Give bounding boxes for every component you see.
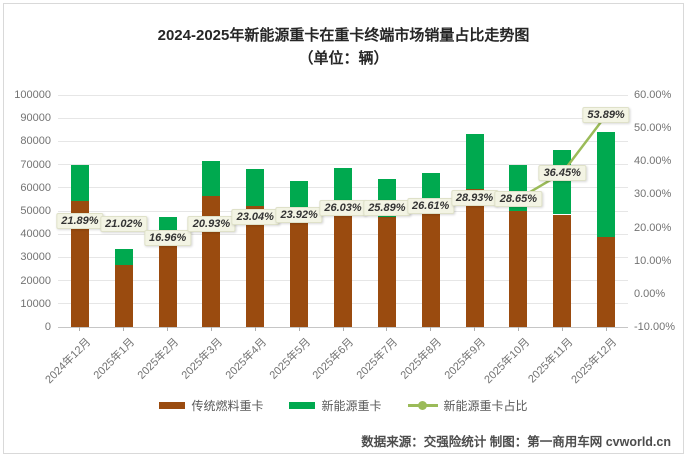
share-data-label: 36.45% xyxy=(538,165,586,182)
bar-traditional-segment xyxy=(70,200,89,327)
y-axis-label-right: 10.00% xyxy=(634,254,672,267)
legend-label-traditional: 传统燃料重卡 xyxy=(191,399,264,413)
y-axis-label-left: 30000 xyxy=(20,251,51,264)
x-axis-tick xyxy=(254,327,256,331)
share-data-label: 16.96% xyxy=(143,229,192,246)
bar-traditional-segment xyxy=(509,211,528,327)
bar-new-energy-segment xyxy=(465,133,484,190)
gridline xyxy=(58,164,628,166)
share-data-label: 53.89% xyxy=(582,107,630,124)
share-data-label: 26.61% xyxy=(407,197,455,214)
bar-new-energy-segment xyxy=(70,165,89,201)
bar-traditional-segment xyxy=(597,237,616,327)
y-axis-label-left: 0 xyxy=(44,321,51,333)
x-axis-tick xyxy=(386,327,388,331)
share-data-label: 28.65% xyxy=(494,190,543,207)
x-axis-tick xyxy=(605,327,607,331)
share-data-label: 21.02% xyxy=(100,216,148,233)
bar-traditional-segment xyxy=(553,214,572,327)
share-data-label: 28.93% xyxy=(450,189,499,206)
x-axis-tick xyxy=(342,327,344,331)
share-data-label: 26.03% xyxy=(319,199,367,216)
share-data-label: 23.04% xyxy=(231,209,279,226)
bar-new-energy-segment xyxy=(597,132,616,238)
bar-traditional-segment xyxy=(334,209,352,327)
x-axis-tick xyxy=(167,327,169,331)
legend-swatch-new-energy-icon xyxy=(289,402,316,409)
bar-traditional-segment xyxy=(377,217,396,327)
legend-swatch-traditional-icon xyxy=(159,402,186,409)
x-axis-tick xyxy=(298,327,300,331)
share-data-label: 20.93% xyxy=(187,216,236,233)
y-axis-label-right: 40.00% xyxy=(634,155,672,168)
y-axis-label-left: 20000 xyxy=(20,274,51,287)
share-data-label: 23.92% xyxy=(275,206,323,223)
y-axis-label-right: 50.00% xyxy=(634,122,672,135)
share-data-label: 25.89% xyxy=(363,200,411,217)
bar-traditional-segment xyxy=(246,205,265,327)
y-axis-label-left: 80000 xyxy=(20,135,51,148)
share-data-label: 21.89% xyxy=(56,213,104,230)
chart-title-block: 2024-2025年新能源重卡在重卡终端市场销量占比走势图 （单位：辆） xyxy=(0,25,687,70)
bar-new-energy-segment xyxy=(202,161,221,196)
y-axis-label-left: 50000 xyxy=(20,205,51,217)
legend-label-new-energy: 新能源重卡 xyxy=(321,399,382,413)
y-axis-label-left: 100000 xyxy=(14,89,51,101)
legend-item-new-energy: 新能源重卡 xyxy=(289,397,382,414)
y-axis-label-right: -10.00% xyxy=(634,321,675,333)
x-axis-tick xyxy=(474,327,476,331)
gridline xyxy=(58,94,628,96)
y-axis-label-right: 20.00% xyxy=(634,221,672,234)
chart-frame xyxy=(3,3,684,454)
chart-title: 2024-2025年新能源重卡在重卡终端市场销量占比走势图 xyxy=(157,27,530,44)
footer-credit: 数据来源：交强险统计 制图：第一商用车网 cvworld.cn xyxy=(361,435,671,449)
bar-traditional-segment xyxy=(158,235,177,327)
y-axis-label-right: 0.00% xyxy=(634,287,666,300)
legend-item-share: 新能源重卡占比 xyxy=(407,397,528,414)
x-axis-tick xyxy=(430,327,432,331)
bar-new-energy-segment xyxy=(114,249,133,266)
x-axis-tick xyxy=(79,327,81,331)
y-axis-label-left: 60000 xyxy=(20,181,51,194)
y-axis-label-left: 90000 xyxy=(20,112,51,125)
gridline xyxy=(58,117,628,119)
bar-new-energy-segment xyxy=(334,168,352,210)
y-axis-label-left: 40000 xyxy=(20,228,51,241)
chart-legend: 传统燃料重卡 新能源重卡 新能源重卡占比 xyxy=(0,397,687,414)
y-axis-label-left: 10000 xyxy=(20,297,51,310)
gridline xyxy=(58,140,628,142)
y-axis-label-left: 70000 xyxy=(20,158,51,171)
y-axis-label-right: 60.00% xyxy=(634,89,672,101)
bar-traditional-segment xyxy=(114,265,133,327)
x-axis-tick xyxy=(123,327,125,331)
bar-traditional-segment xyxy=(421,213,440,327)
legend-item-traditional: 传统燃料重卡 xyxy=(159,397,263,414)
bar-traditional-segment xyxy=(290,216,309,327)
x-axis-tick xyxy=(517,327,519,331)
bar-new-energy-segment xyxy=(246,169,265,206)
x-axis-tick xyxy=(210,327,212,331)
chart-subtitle: （单位：辆） xyxy=(298,49,389,67)
legend-dot-icon xyxy=(417,401,427,410)
legend-swatch-share-line-icon xyxy=(407,401,438,410)
x-axis-tick xyxy=(561,327,563,331)
y-axis-label-right: 30.00% xyxy=(634,188,672,201)
bar-traditional-segment xyxy=(465,189,484,327)
legend-label-share: 新能源重卡占比 xyxy=(443,399,528,413)
